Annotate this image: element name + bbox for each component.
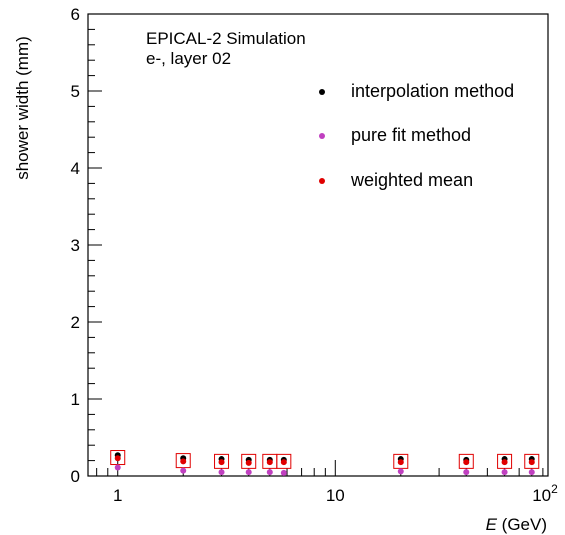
legend-label: interpolation method — [351, 81, 514, 101]
box-marker — [214, 453, 230, 469]
y-axis: 0 1 2 3 4 5 6 — [71, 5, 102, 486]
point-weighted-mean — [180, 458, 187, 465]
x-axis: 1 10 102 — [96, 460, 558, 505]
point-weighted-mean — [397, 459, 404, 466]
point-weighted-mean — [114, 455, 121, 462]
box-marker — [524, 453, 540, 469]
data-marks — [110, 450, 540, 476]
legend-marker-pure-fit-method — [319, 133, 325, 139]
chart-title-line-2: e-, layer 02 — [146, 49, 231, 68]
point-weighted-mean — [463, 459, 470, 466]
point-weighted-mean — [266, 459, 273, 466]
x-tick-label: 10 — [326, 486, 345, 505]
y-tick-label: 3 — [71, 236, 80, 255]
point-pure-fit-method — [266, 469, 273, 476]
box-marker — [458, 453, 474, 469]
x-tick-label: 1 — [113, 486, 122, 505]
point-pure-fit-method — [463, 469, 470, 476]
x-axis-label-unit: (GeV) — [497, 515, 547, 534]
x-tick-label-100-base: 10 — [532, 486, 551, 505]
point-weighted-mean — [501, 459, 508, 466]
point-weighted-mean — [280, 459, 287, 466]
box-marker — [497, 453, 513, 469]
legend-marker-weighted-mean — [319, 178, 325, 184]
x-tick-label-100-exponent: 2 — [551, 482, 558, 496]
y-tick-label: 2 — [71, 313, 80, 332]
point-pure-fit-method — [528, 469, 535, 476]
point-pure-fit-method — [501, 469, 508, 476]
x-axis-label: E (GeV) — [486, 515, 547, 534]
box-marker — [110, 450, 126, 466]
legend: interpolation method pure fit method weigh… — [319, 81, 514, 190]
legend-marker-interpolation-method — [319, 89, 325, 95]
y-tick-label: 1 — [71, 390, 80, 409]
point-weighted-mean — [528, 459, 535, 466]
legend-label: weighted mean — [350, 170, 473, 190]
x-axis-label-variable: E — [486, 515, 498, 534]
y-tick-label: 0 — [71, 467, 80, 486]
point-pure-fit-method — [280, 469, 287, 476]
chart-title-line-1: EPICAL-2 Simulation — [146, 29, 306, 48]
point-pure-fit-method — [114, 464, 121, 471]
box-marker — [241, 453, 257, 469]
box-marker — [175, 453, 191, 469]
y-tick-label: 5 — [71, 82, 80, 101]
point-weighted-mean — [218, 459, 225, 466]
box-marker — [393, 453, 409, 469]
legend-label: pure fit method — [351, 125, 471, 145]
box-marker — [276, 453, 292, 469]
point-pure-fit-method — [180, 467, 187, 474]
point-pure-fit-method — [245, 469, 252, 476]
y-tick-label: 6 — [71, 5, 80, 24]
point-pure-fit-method — [397, 468, 404, 475]
y-tick-label: 4 — [71, 159, 80, 178]
point-pure-fit-method — [218, 469, 225, 476]
x-tick-label-100: 102 — [532, 482, 558, 505]
point-weighted-mean — [245, 459, 252, 466]
y-axis-label: shower width (mm) — [13, 36, 32, 180]
